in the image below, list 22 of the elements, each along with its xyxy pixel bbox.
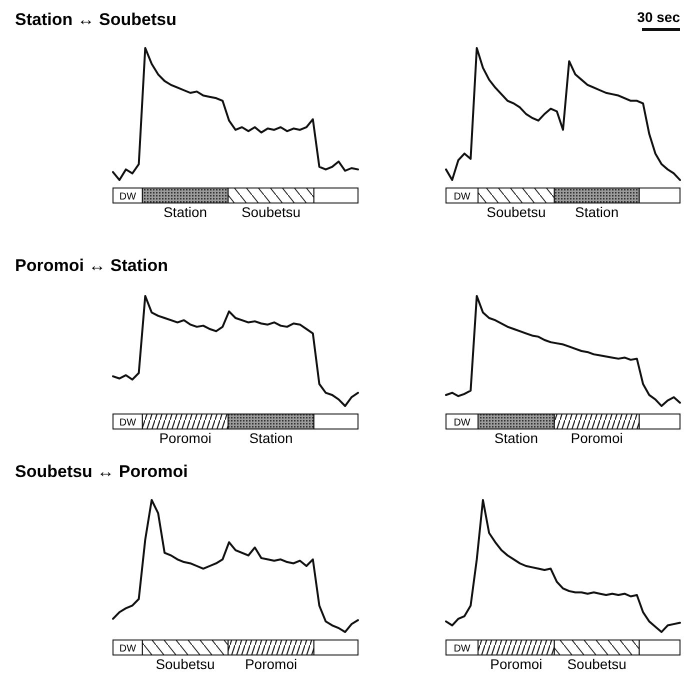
- text: DW: [454, 418, 471, 428]
- text: Station: [163, 204, 208, 220]
- text: Poromoi: [570, 430, 623, 446]
- chart-title: Soubetsu ↔ Poromoi: [15, 462, 188, 481]
- text: DW: [119, 418, 137, 428]
- text: Station: [575, 204, 619, 220]
- text: DW: [454, 192, 471, 202]
- chart-title: Poromoi ↔ Station: [15, 256, 168, 275]
- text: DW: [454, 644, 471, 654]
- text: Poromoi: [244, 656, 298, 672]
- text: Soubetsu: [567, 656, 626, 672]
- text: DW: [119, 192, 137, 202]
- chart-title: Station ↔ Soubetsu: [15, 10, 176, 29]
- text: DW: [119, 644, 137, 654]
- text: Station: [249, 430, 293, 446]
- text: 30 sec: [637, 9, 680, 25]
- text: Soubetsu: [486, 204, 546, 220]
- text: Station: [494, 430, 538, 446]
- text: Poromoi: [159, 430, 212, 446]
- text: Soubetsu: [241, 204, 301, 220]
- text: Poromoi: [490, 656, 542, 672]
- text: Soubetsu: [156, 656, 215, 672]
